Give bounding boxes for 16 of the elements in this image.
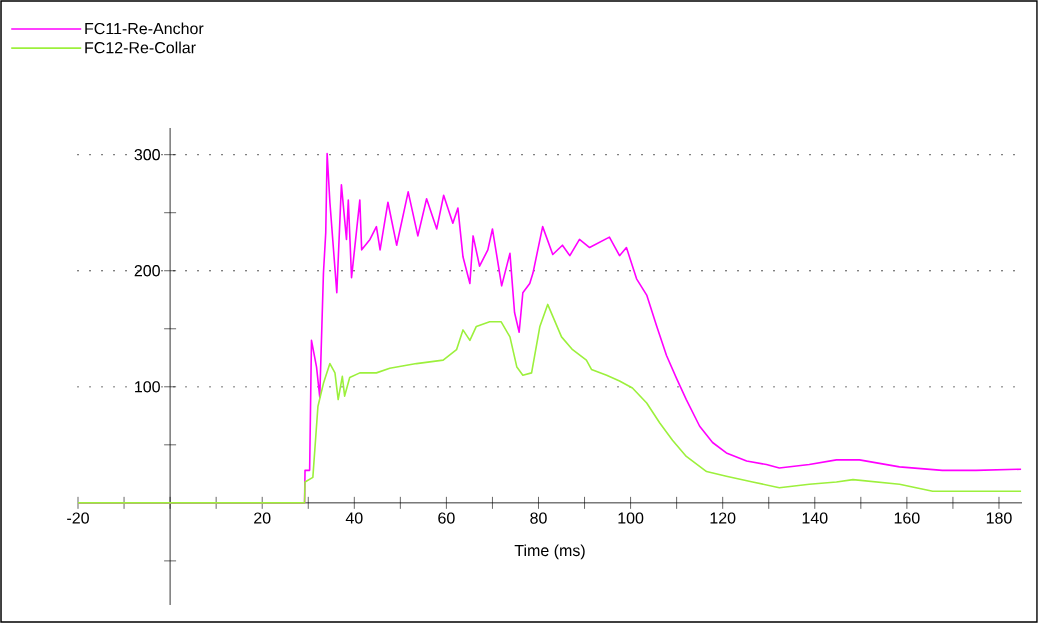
x-tick-label: 160 <box>894 512 920 524</box>
x-tick-label: 100 <box>618 512 644 524</box>
x-tick-label: 20 <box>254 512 271 524</box>
x-axis-title: Time (ms) <box>514 544 585 560</box>
y-tick-label: 300 <box>134 149 160 161</box>
y-tick-label: 100 <box>135 381 160 393</box>
x-tick-label: 80 <box>530 512 547 524</box>
y-tick-label: 200 <box>134 265 160 277</box>
x-tick-label: 180 <box>986 512 1012 524</box>
x-tick-label: 140 <box>802 512 828 524</box>
legend-label: FC12-Re-Collar <box>85 41 196 54</box>
x-tick-label: 120 <box>710 512 736 524</box>
x-tick-label: 40 <box>345 512 363 524</box>
legend-label: FC11-Re-Anchor <box>85 22 204 35</box>
x-tick-label: 60 <box>438 512 455 524</box>
x-tick-label: -20 <box>67 512 89 524</box>
